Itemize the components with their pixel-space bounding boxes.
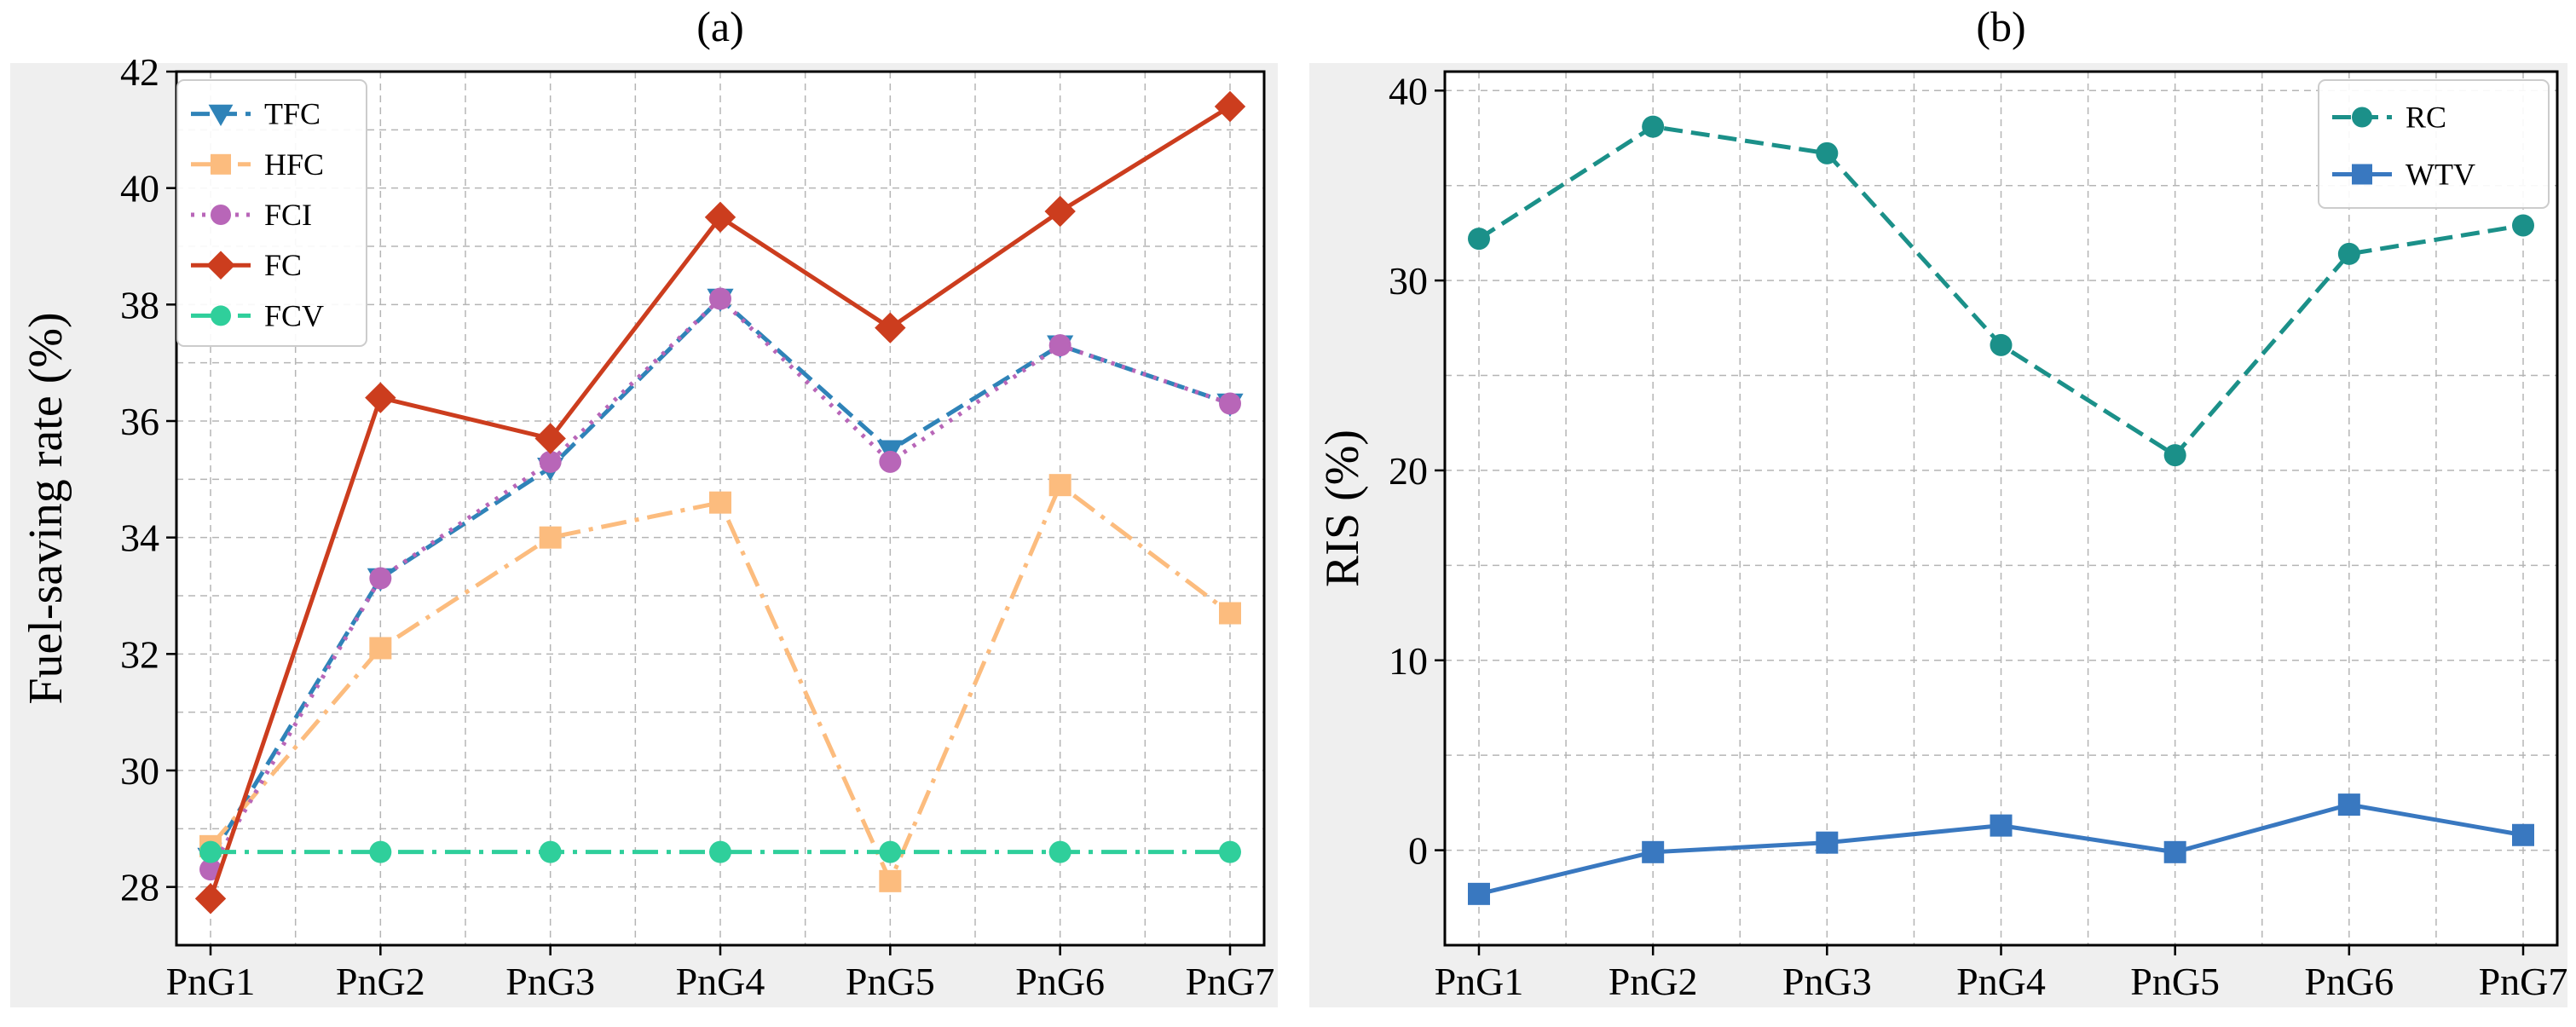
data-point-hfc bbox=[1048, 474, 1071, 497]
data-point-wtv bbox=[1990, 814, 2013, 837]
y-axis-label: RIS (%) bbox=[1316, 430, 1369, 587]
data-point-fcv bbox=[879, 840, 902, 863]
data-point-fci bbox=[1048, 334, 1071, 357]
data-point-hfc bbox=[1219, 602, 1241, 625]
legend-marker-hfc bbox=[211, 153, 231, 175]
legend-box bbox=[176, 79, 367, 347]
plot-frame bbox=[1443, 70, 2559, 947]
data-point-fci bbox=[369, 567, 392, 590]
data-point-wtv bbox=[2337, 793, 2360, 816]
y-tick-label: 28 bbox=[120, 866, 159, 909]
x-tick-label: PnG4 bbox=[676, 960, 765, 1003]
data-point-rc bbox=[2163, 444, 2186, 467]
y-tick-label: 30 bbox=[120, 749, 159, 793]
chart-title: (b) bbox=[1976, 3, 2025, 50]
data-point-fcv bbox=[199, 840, 222, 863]
y-tick-label: 40 bbox=[120, 167, 159, 211]
y-tick-label: 40 bbox=[1389, 69, 1428, 113]
data-point-wtv bbox=[2512, 823, 2534, 846]
y-axis-label: Fuel-saving rate (%) bbox=[20, 312, 72, 704]
series-fc bbox=[194, 90, 1246, 914]
data-point-fcv bbox=[369, 840, 392, 863]
data-point-fc bbox=[534, 423, 566, 454]
legend-marker-fc bbox=[206, 251, 235, 280]
x-tick-label: PnG1 bbox=[1435, 960, 1524, 1003]
data-point-fcv bbox=[1048, 840, 1071, 863]
legend-label-tfc: TFC bbox=[264, 97, 321, 131]
legend-marker-wtv bbox=[2352, 164, 2372, 185]
data-point-fc bbox=[1214, 90, 1246, 123]
plot-frame bbox=[175, 70, 1266, 947]
legend-marker-fci bbox=[211, 205, 231, 225]
legend-label-fcv: FCV bbox=[264, 298, 324, 332]
y-tick-label: 38 bbox=[120, 283, 159, 326]
legend-label-wtv: WTV bbox=[2406, 158, 2475, 192]
y-tick-label: 32 bbox=[120, 632, 159, 676]
legend-label-hfc: HFC bbox=[264, 147, 324, 182]
legend: RC WTV bbox=[2318, 79, 2550, 209]
legend-marker-fcv bbox=[211, 305, 231, 326]
x-tick-label: PnG4 bbox=[1956, 960, 2046, 1003]
data-point-fci bbox=[199, 858, 222, 881]
y-tick-label: 36 bbox=[120, 400, 159, 443]
data-point-hfc bbox=[539, 526, 562, 549]
y-tick-label: 42 bbox=[120, 50, 159, 94]
series-fci bbox=[199, 287, 1241, 881]
data-point-wtv bbox=[1468, 882, 1490, 905]
chart-title: (a) bbox=[696, 3, 744, 50]
y-tick-label: 0 bbox=[1408, 829, 1428, 873]
data-point-rc bbox=[1642, 115, 1665, 138]
data-point-fcv bbox=[709, 840, 731, 863]
x-tick-label: PnG7 bbox=[2479, 960, 2568, 1003]
data-point-fci bbox=[1219, 392, 1241, 415]
data-point-fc bbox=[194, 883, 227, 914]
y-tick-label: 10 bbox=[1389, 639, 1428, 683]
data-point-hfc bbox=[709, 491, 731, 514]
y-tick-label: 34 bbox=[120, 516, 159, 560]
x-tick-label: PnG2 bbox=[1609, 960, 1698, 1003]
data-point-fc bbox=[704, 201, 736, 234]
data-point-rc bbox=[2337, 242, 2360, 265]
series-rc bbox=[1468, 115, 2534, 467]
x-tick-label: PnG5 bbox=[2130, 960, 2220, 1003]
data-point-hfc bbox=[879, 869, 902, 892]
x-tick-label: PnG2 bbox=[336, 960, 425, 1003]
y-tick-label: 20 bbox=[1389, 449, 1428, 493]
chart-panel-1: 28 30 32 34 36 38 40 42 PnG1 PnG2 PnG3 PnG4 PnG5 PnG6… bbox=[10, 3, 1278, 1007]
data-point-fci bbox=[879, 450, 902, 473]
data-point-rc bbox=[1816, 141, 1839, 164]
x-tick-label: PnG6 bbox=[2304, 960, 2394, 1003]
x-tick-label: PnG5 bbox=[846, 960, 935, 1003]
legend-marker-tfc bbox=[208, 104, 234, 126]
data-point-fci bbox=[709, 287, 731, 310]
data-point-fcv bbox=[539, 840, 562, 863]
x-tick-label: PnG3 bbox=[505, 960, 595, 1003]
data-point-wtv bbox=[1816, 831, 1839, 854]
legend-marker-rc bbox=[2352, 107, 2372, 128]
data-point-fc bbox=[365, 382, 396, 413]
series-wtv bbox=[1468, 793, 2534, 905]
chart-panel-2: 0 10 20 30 40 PnG1 PnG2 PnG3 PnG4 PnG5 PnG6 PnG7 (b)… bbox=[1309, 3, 2567, 1007]
x-tick-label: PnG1 bbox=[166, 960, 256, 1003]
data-point-wtv bbox=[2163, 840, 2186, 863]
data-point-rc bbox=[1990, 333, 2013, 356]
data-point-fc bbox=[875, 312, 906, 343]
series-fcv bbox=[199, 840, 1241, 863]
legend: TFC HFC FCI FC FCV bbox=[176, 79, 367, 347]
data-point-fc bbox=[1044, 195, 1076, 228]
y-tick-label: 30 bbox=[1389, 259, 1428, 303]
data-point-wtv bbox=[1642, 840, 1665, 863]
legend-label-rc: RC bbox=[2406, 101, 2446, 135]
data-point-hfc bbox=[369, 637, 392, 660]
data-point-rc bbox=[2512, 214, 2534, 237]
x-tick-label: PnG7 bbox=[1186, 960, 1275, 1003]
x-tick-label: PnG3 bbox=[1782, 960, 1872, 1003]
data-point-fci bbox=[539, 450, 562, 473]
legend-label-fci: FCI bbox=[264, 198, 312, 232]
data-point-rc bbox=[1468, 228, 1490, 251]
x-tick-label: PnG6 bbox=[1015, 960, 1105, 1003]
legend-label-fc: FC bbox=[264, 248, 302, 282]
data-point-fcv bbox=[1219, 840, 1241, 863]
